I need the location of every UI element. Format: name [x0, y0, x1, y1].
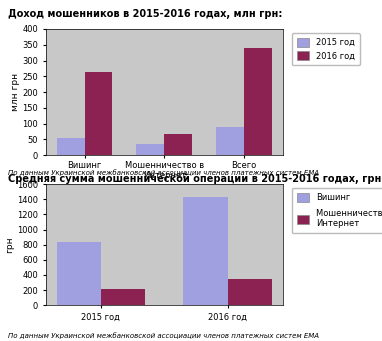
Bar — [101, 289, 145, 305]
Bar — [228, 279, 272, 305]
Y-axis label: грн: грн — [5, 236, 14, 253]
Text: По данным Украинской межбанковской ассоциации членов платежных систем ЕМА: По данным Украинской межбанковской ассоц… — [8, 169, 319, 176]
Y-axis label: млн грн: млн грн — [11, 73, 19, 111]
Bar — [57, 138, 84, 155]
Text: Средняя сумма мошеннической операции в 2015-2016 годах, грн:: Средняя сумма мошеннической операции в 2… — [8, 174, 382, 184]
Bar — [216, 127, 244, 155]
Text: Доход мошенников в 2015-2016 годах, млн грн:: Доход мошенников в 2015-2016 годах, млн … — [8, 9, 282, 18]
Legend: Вишинг, Мошенничество в
Интернет: Вишинг, Мошенничество в Интернет — [291, 188, 382, 234]
Bar — [57, 242, 101, 305]
Bar — [164, 134, 192, 155]
Text: По данным Украинской межбанковской ассоциации членов платежных систем ЕМА: По данным Украинской межбанковской ассоц… — [8, 332, 319, 339]
Bar — [136, 144, 164, 155]
Bar — [183, 197, 228, 305]
Legend: 2015 год, 2016 год: 2015 год, 2016 год — [291, 33, 360, 65]
Bar — [244, 48, 272, 155]
Bar — [84, 72, 112, 155]
